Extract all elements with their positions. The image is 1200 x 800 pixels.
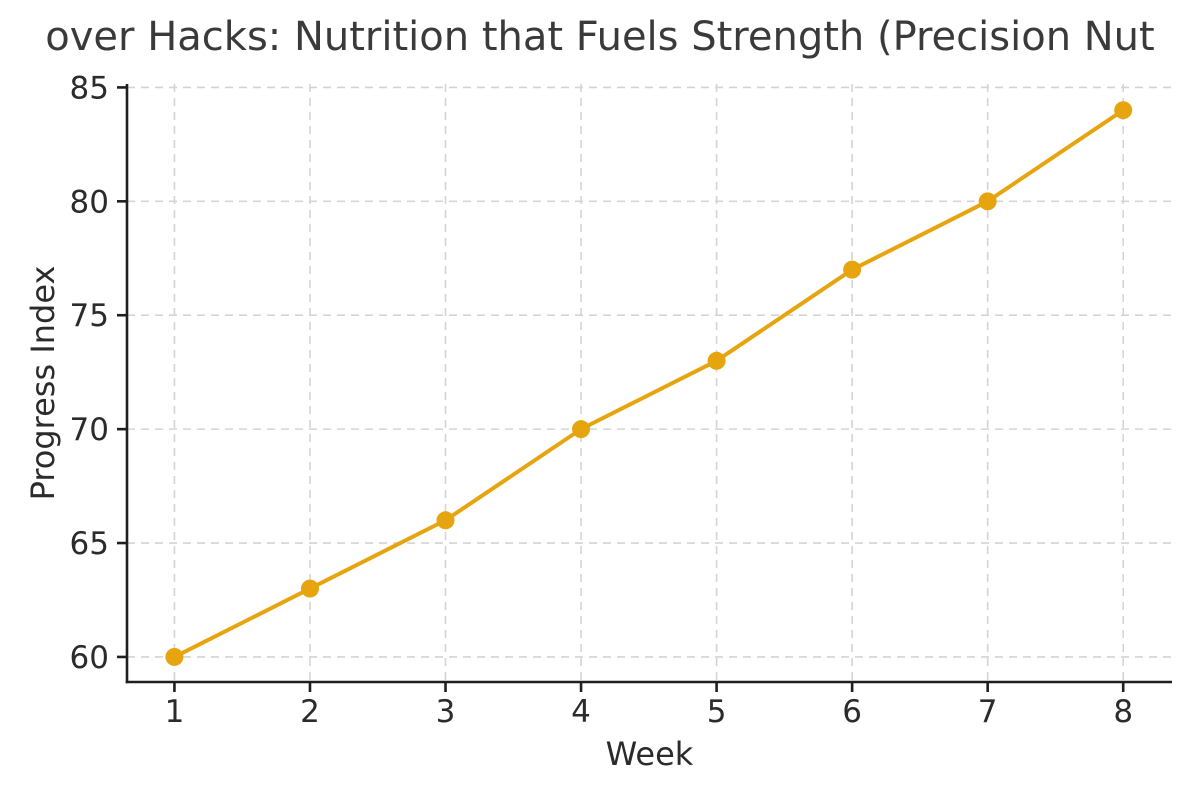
series-line [172,108,1126,659]
data-point-week-2 [300,579,319,598]
y-tick-label: 65 [70,526,109,562]
data-point-week-8 [1114,101,1133,120]
axis-layer: 1 2 3 4 5 6 7 8 60 65 70 75 80 85 [70,70,1172,730]
x-axis-label: Week [605,735,694,773]
x-tick-label: 7 [978,694,998,730]
x-tick-label: 4 [571,694,591,730]
x-tick-label: 2 [300,694,320,730]
y-tick-label: 60 [70,640,109,676]
y-tick-label: 75 [70,298,109,334]
data-point-week-6 [843,260,862,279]
x-tick-label: 1 [165,694,185,730]
y-axis-label: Progress Index [24,265,62,501]
x-tick-label: 6 [842,694,862,730]
y-tick-label: 80 [70,184,109,220]
data-point-week-5 [707,351,726,370]
data-point-week-4 [572,420,591,439]
x-tick-label: 5 [707,694,727,730]
grid-layer [127,84,1172,682]
series-layer [165,101,1133,666]
chart-title: over Hacks: Nutrition that Fuels Strengt… [45,14,1155,60]
data-point-week-3 [436,511,455,530]
y-tick-label: 70 [70,412,109,448]
data-point-week-7 [978,192,997,211]
x-tick-label: 8 [1113,694,1133,730]
data-point-week-1 [165,647,184,666]
y-tick-label: 85 [70,70,109,106]
x-tick-label: 3 [436,694,456,730]
